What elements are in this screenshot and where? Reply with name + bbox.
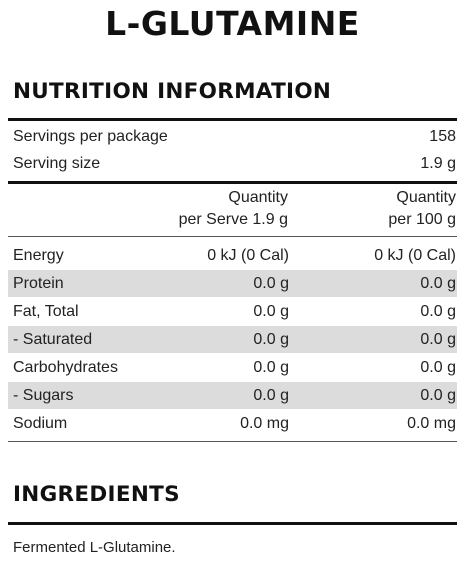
column-header-per-100g: Quantity per 100 g: [388, 187, 456, 231]
nutrition-top-rule: [8, 118, 457, 121]
nutrient-label: Protein: [13, 275, 64, 292]
nutrient-row-sodium: Sodium 0.0 mg 0.0 mg: [8, 410, 457, 437]
nutrient-per-serve: 0.0 g: [253, 303, 289, 320]
nutrient-label: Fat, Total: [13, 303, 79, 320]
nutrient-label: Sodium: [13, 415, 68, 432]
nutrient-per-serve: 0.0 mg: [240, 415, 289, 432]
nutrient-per-serve: 0.0 g: [253, 387, 289, 404]
nutrient-per-100g: 0 kJ (0 Cal): [374, 247, 456, 264]
serving-info-rule: [8, 181, 457, 184]
nutrient-per-100g: 0.0 g: [420, 387, 456, 404]
servings-per-package-label: Servings per package: [13, 128, 168, 145]
servings-per-package-value: 158: [429, 128, 456, 145]
nutrient-per-100g: 0.0 g: [420, 331, 456, 348]
serving-size-row: Serving size 1.9 g: [8, 150, 457, 177]
column-header-per-serve: Quantity per Serve 1.9 g: [179, 187, 288, 231]
nutrient-per-100g: 0.0 g: [420, 359, 456, 376]
servings-per-package-row: Servings per package 158: [8, 123, 457, 150]
nutrient-label: Energy: [13, 247, 64, 264]
serving-size-label: Serving size: [13, 155, 101, 172]
nutrient-per-100g: 0.0 g: [420, 275, 456, 292]
nutrition-bottom-rule: [8, 441, 457, 442]
nutrient-per-100g: 0.0 g: [420, 303, 456, 320]
column-header-rule: [8, 236, 457, 237]
column-header-per-100g-line2: per 100 g: [388, 211, 456, 228]
column-header-per-serve-line2: per Serve 1.9 g: [178, 211, 288, 228]
column-header-per-serve-line1: Quantity: [228, 189, 288, 206]
nutrient-per-serve: 0.0 g: [253, 275, 289, 292]
serving-size-value: 1.9 g: [420, 155, 456, 172]
ingredients-heading: INGREDIENTS: [13, 482, 180, 507]
nutrient-label: Carbohydrates: [13, 359, 118, 376]
nutrient-label: - Sugars: [13, 387, 74, 404]
nutrient-per-serve: 0.0 g: [253, 331, 289, 348]
product-title: L-GLUTAMINE: [105, 4, 360, 43]
nutrient-per-serve: 0 kJ (0 Cal): [207, 247, 289, 264]
ingredients-text: Fermented L-Glutamine.: [13, 539, 176, 556]
nutrient-label: - Saturated: [13, 331, 93, 348]
nutrient-row-protein: Protein 0.0 g 0.0 g: [8, 270, 457, 297]
nutrient-row-carbohydrates: Carbohydrates 0.0 g 0.0 g: [8, 354, 457, 381]
nutrient-row-sugars: - Sugars 0.0 g 0.0 g: [8, 382, 457, 409]
nutrient-per-serve: 0.0 g: [253, 359, 289, 376]
ingredients-rule: [8, 522, 457, 525]
nutrient-per-100g: 0.0 mg: [407, 415, 456, 432]
nutrient-row-saturated: - Saturated 0.0 g 0.0 g: [8, 326, 457, 353]
nutrition-heading: NUTRITION INFORMATION: [13, 79, 332, 104]
nutrient-row-energy: Energy 0 kJ (0 Cal) 0 kJ (0 Cal): [8, 242, 457, 269]
nutrient-row-fat-total: Fat, Total 0.0 g 0.0 g: [8, 298, 457, 325]
column-header-per-100g-line1: Quantity: [396, 189, 456, 206]
